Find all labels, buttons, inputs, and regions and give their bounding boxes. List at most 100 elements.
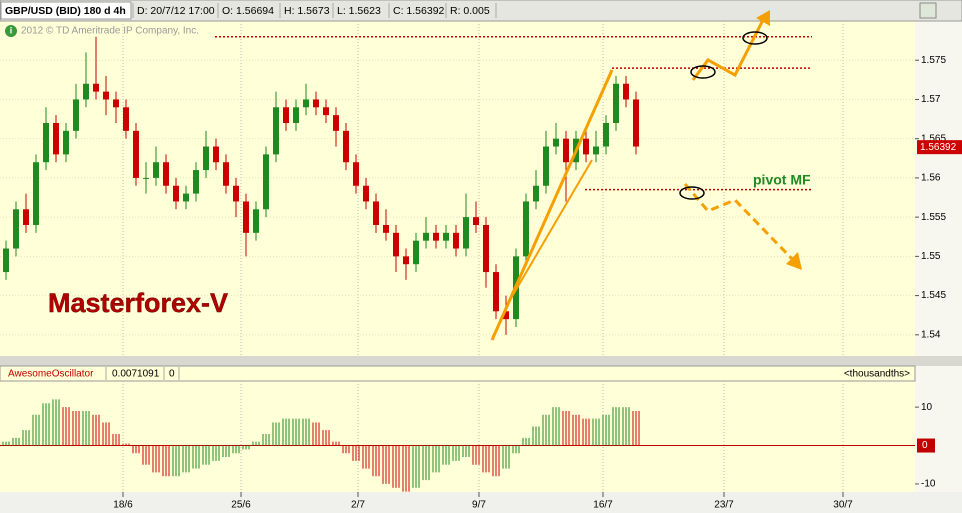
candle-body bbox=[23, 209, 29, 225]
candle-body bbox=[93, 83, 99, 92]
candle-body bbox=[333, 115, 339, 131]
osc-units: <thousandths> bbox=[844, 369, 910, 380]
candle-body bbox=[463, 217, 469, 249]
candle-body bbox=[163, 162, 169, 186]
candle-body bbox=[563, 138, 569, 163]
settings-icon[interactable] bbox=[919, 2, 937, 19]
candle-body bbox=[63, 130, 69, 155]
y-tick-label: 0 bbox=[922, 440, 928, 451]
candle-body bbox=[193, 170, 199, 194]
candle-body bbox=[73, 99, 79, 131]
x-tick-label: 23/7 bbox=[714, 500, 734, 511]
candle-body bbox=[423, 232, 429, 241]
pane-divider bbox=[0, 356, 962, 366]
candle-body bbox=[533, 185, 539, 202]
range: R: 0.005 bbox=[450, 5, 490, 17]
candle-body bbox=[243, 201, 249, 233]
candle-body bbox=[623, 83, 629, 100]
candle-body bbox=[43, 122, 49, 163]
candle-body bbox=[493, 272, 499, 312]
zero-tag bbox=[917, 438, 935, 453]
candle-body bbox=[3, 248, 9, 273]
y-tick-label: 1.575 bbox=[921, 55, 946, 66]
low: L: 1.5623 bbox=[337, 5, 381, 17]
candle-body bbox=[403, 256, 409, 265]
y-tick-label: 1.545 bbox=[921, 290, 946, 301]
candle-body bbox=[353, 162, 359, 186]
candle-body bbox=[173, 185, 179, 202]
price-axis bbox=[915, 21, 962, 492]
candle-body bbox=[113, 99, 119, 108]
y-tick-label: 1.56 bbox=[921, 173, 941, 184]
candle-body bbox=[433, 232, 439, 241]
info-icon[interactable] bbox=[5, 25, 17, 37]
x-tick-label: 2/7 bbox=[351, 500, 365, 511]
candle-body bbox=[203, 146, 209, 171]
candle-body bbox=[303, 99, 309, 108]
field-box bbox=[0, 1, 132, 20]
candle-body bbox=[83, 83, 89, 100]
candle-body bbox=[273, 107, 279, 155]
y-tick-label: 1.57 bbox=[921, 94, 941, 105]
oscillator-pane bbox=[0, 381, 915, 492]
candle-body bbox=[363, 185, 369, 202]
pivot-label: pivot MF bbox=[753, 172, 811, 188]
candle-body bbox=[133, 130, 139, 178]
osc-param: 0 bbox=[169, 369, 175, 380]
candle-body bbox=[383, 224, 389, 233]
candle-body bbox=[453, 232, 459, 249]
candle-body bbox=[393, 232, 399, 257]
x-tick-label: 16/7 bbox=[593, 500, 613, 511]
ellipse bbox=[742, 31, 768, 45]
copyright: 2012 © TD Ameritrade IP Company, Inc. bbox=[21, 26, 199, 37]
open: O: 1.56694 bbox=[222, 5, 274, 17]
candle-body bbox=[313, 99, 319, 108]
header-bar: GBP/USD (BID) 180 d 4h D: 20/7/12 17:00 … bbox=[0, 0, 962, 22]
arrow-head bbox=[786, 252, 802, 270]
x-tick-label: 25/6 bbox=[231, 500, 251, 511]
separators bbox=[132, 3, 497, 18]
last-price-tag bbox=[917, 140, 962, 155]
candle-body bbox=[53, 122, 59, 155]
y-tick-label: 1.565 bbox=[921, 133, 946, 144]
x-tick-label: 30/7 bbox=[833, 500, 853, 511]
candle-body bbox=[13, 209, 19, 249]
candle-body bbox=[33, 162, 39, 225]
candle-body bbox=[503, 311, 509, 320]
y-tick-label: 10 bbox=[921, 402, 933, 413]
candle-body bbox=[633, 99, 639, 147]
candle-body bbox=[183, 193, 189, 202]
candle-body bbox=[283, 107, 289, 123]
y-tick-label: 1.55 bbox=[921, 251, 941, 262]
candle-body bbox=[413, 240, 419, 265]
candle-body bbox=[583, 138, 589, 155]
candle-body bbox=[553, 138, 559, 147]
y-tick-label: -10 bbox=[921, 479, 936, 490]
candle-body bbox=[543, 146, 549, 186]
header-bg bbox=[0, 0, 962, 22]
candle-body bbox=[323, 107, 329, 116]
arrow-head bbox=[756, 10, 770, 26]
candle-body bbox=[373, 201, 379, 225]
y-tick-label: 1.54 bbox=[921, 329, 941, 340]
candle-body bbox=[613, 83, 619, 123]
candle-body bbox=[523, 201, 529, 257]
date: D: 20/7/12 17:00 bbox=[137, 5, 215, 17]
candle-body bbox=[603, 122, 609, 147]
candle-body bbox=[123, 107, 129, 131]
oscillator-header bbox=[0, 365, 916, 382]
info-i: i bbox=[10, 25, 13, 35]
y-tick-label: 1.555 bbox=[921, 212, 946, 223]
x-tick-label: 18/6 bbox=[113, 500, 133, 511]
osc-current: 0.0071091 bbox=[112, 369, 160, 380]
candle-body bbox=[473, 217, 479, 225]
close: C: 1.56392 bbox=[393, 5, 445, 17]
last-price-label: 1.56392 bbox=[920, 142, 957, 153]
ellipse bbox=[679, 186, 705, 200]
candle-body bbox=[293, 107, 299, 123]
x-tick-label: 9/7 bbox=[472, 500, 486, 511]
price-pane bbox=[0, 21, 915, 356]
high: H: 1.5673 bbox=[284, 5, 330, 17]
candle-body bbox=[153, 162, 159, 178]
